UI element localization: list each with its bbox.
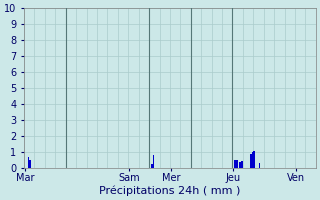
Bar xyxy=(239,162,241,168)
Bar xyxy=(234,160,236,168)
Bar xyxy=(29,160,31,168)
Bar xyxy=(28,157,29,168)
Bar xyxy=(153,155,154,168)
Bar xyxy=(236,160,238,168)
Bar xyxy=(252,152,253,168)
Bar xyxy=(253,151,255,168)
Bar xyxy=(151,164,153,168)
Bar xyxy=(241,161,243,168)
Bar xyxy=(250,154,252,168)
X-axis label: Précipitations 24h ( mm ): Précipitations 24h ( mm ) xyxy=(99,185,241,196)
Bar xyxy=(259,163,260,168)
